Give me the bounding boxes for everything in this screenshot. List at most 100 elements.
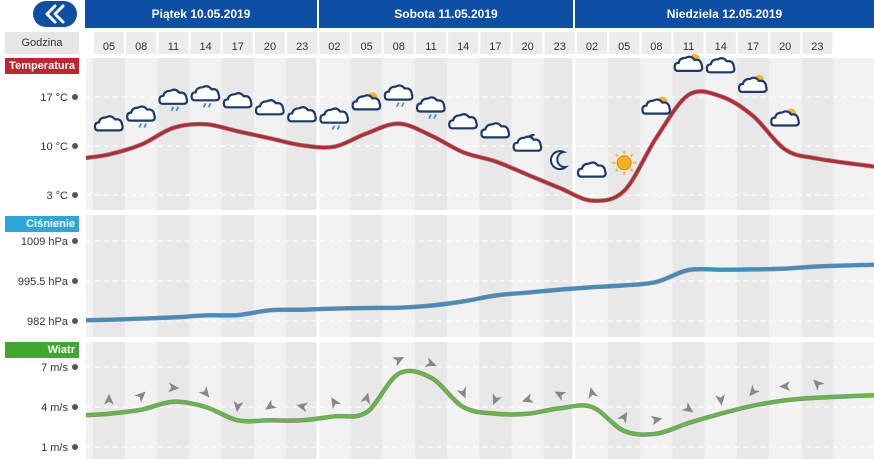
back-button[interactable] <box>33 1 77 27</box>
pressure-tick-dot <box>72 278 78 284</box>
wind-tick-dot <box>72 404 78 410</box>
wind-arrow-shape <box>588 387 599 400</box>
sun-ray <box>614 168 619 173</box>
wind-arrow-shape <box>749 384 761 397</box>
wind-arrow-shape <box>779 381 791 392</box>
hour-label: 23 <box>811 41 823 53</box>
moon-shape <box>550 150 570 171</box>
rain-drop <box>143 123 148 129</box>
column-stripe <box>414 215 448 337</box>
hour-label: 08 <box>135 41 147 53</box>
hour-label: 08 <box>650 41 662 53</box>
cloud-shape <box>737 76 768 94</box>
wind-direction-arrow-icon <box>749 384 761 397</box>
wind-tick-dot <box>72 364 78 370</box>
wind-arrow-shape <box>360 392 371 405</box>
cloud-light-rain-icon <box>383 84 414 108</box>
partly-sunny-cloud-icon <box>737 74 768 94</box>
hour-cell <box>738 32 768 54</box>
column-stripe <box>92 215 126 337</box>
cloud-shape <box>576 161 607 178</box>
partly-sunny-cloud-icon <box>641 96 672 115</box>
hour-cell <box>190 32 221 54</box>
cloud-icon <box>480 122 511 139</box>
rain-drop <box>170 106 175 112</box>
wind-arrow-shape <box>456 386 466 399</box>
wind-arrow-shape <box>554 391 567 402</box>
wind-arrow-shape <box>331 397 342 410</box>
hour-label: 05 <box>103 41 115 53</box>
cloud-light-rain-icon <box>415 96 446 119</box>
column-stripe <box>221 215 254 337</box>
hour-cell <box>222 32 253 54</box>
wind-arrow-shape <box>134 391 146 403</box>
wind-arrow-shape <box>681 402 694 413</box>
rain-drop <box>202 102 207 108</box>
hour-cell <box>770 32 801 54</box>
hour-cell <box>319 32 350 54</box>
hour-label: 14 <box>715 41 727 53</box>
wind-direction-arrow-icon <box>715 394 726 406</box>
wind-direction-arrow-icon <box>779 381 791 392</box>
column-stripe <box>221 342 254 459</box>
cloud-icon <box>448 113 478 130</box>
hour-cell <box>544 32 575 54</box>
day-header-2: Sobota 11.05.2019 <box>319 0 573 28</box>
temperature-panel-label: Temperatura <box>5 58 79 74</box>
hour-label: 05 <box>618 41 630 53</box>
column-stripe <box>286 58 319 210</box>
hour-label: 14 <box>457 41 469 53</box>
cloud-shape <box>126 105 156 122</box>
hour-label: 20 <box>264 41 276 53</box>
cloud-light-rain-icon <box>190 85 221 108</box>
wind-direction-arrow-icon <box>681 402 694 413</box>
temperature-tick-label: 17 °C <box>40 92 68 104</box>
hour-label: 17 <box>747 41 759 53</box>
column-stripe <box>286 215 319 337</box>
column-stripe <box>672 58 705 210</box>
wind-direction-arrow-icon <box>198 385 210 398</box>
wind-direction-arrow-icon <box>360 392 371 405</box>
cloud-shape <box>415 96 446 113</box>
cloud-shape <box>351 94 382 111</box>
hour-label: 20 <box>521 41 533 53</box>
column-stripe <box>608 58 641 210</box>
hour-label: 05 <box>360 41 372 53</box>
hour-label: 02 <box>586 41 598 53</box>
wind-tick-dot <box>72 444 78 450</box>
cloud-icon <box>254 99 285 116</box>
column-stripe <box>608 215 641 337</box>
column-stripe <box>286 342 319 459</box>
hour-cell <box>126 32 157 54</box>
column-stripe <box>479 215 512 337</box>
column-stripe <box>608 342 641 459</box>
day-header-3: Niedziela 12.05.2019 <box>575 0 874 28</box>
pressure-tick-label: 995.5 hPa <box>18 276 69 288</box>
partly-sunny-cloud-icon <box>351 92 382 111</box>
double-chevron-left-icon <box>45 4 65 24</box>
wind-arrow-shape <box>104 393 114 405</box>
hour-cell <box>94 32 124 54</box>
cloud-light-rain-icon <box>126 105 156 129</box>
hour-label: 02 <box>328 41 340 53</box>
pressure-tick-dot <box>72 318 78 324</box>
cloud-icon <box>705 57 736 74</box>
cloud-shape <box>222 92 253 109</box>
wind-arrow-shape <box>392 356 405 367</box>
wind-direction-arrow-icon <box>588 387 599 400</box>
hour-cell <box>287 32 318 54</box>
hour-cell <box>609 32 640 54</box>
wind-direction-arrow-icon <box>456 386 466 399</box>
wind-direction-arrow-icon <box>492 393 503 406</box>
temperature-tick-dot <box>72 143 78 149</box>
wind-direction-arrow-icon <box>521 393 534 403</box>
cloud-shape <box>190 85 221 102</box>
cloud-shape <box>705 57 736 74</box>
hour-label: 11 <box>425 41 436 53</box>
wind-direction-arrow-icon <box>650 415 663 426</box>
rain-drop <box>175 106 180 112</box>
sun-icon <box>612 150 637 175</box>
hour-cell <box>673 32 704 54</box>
